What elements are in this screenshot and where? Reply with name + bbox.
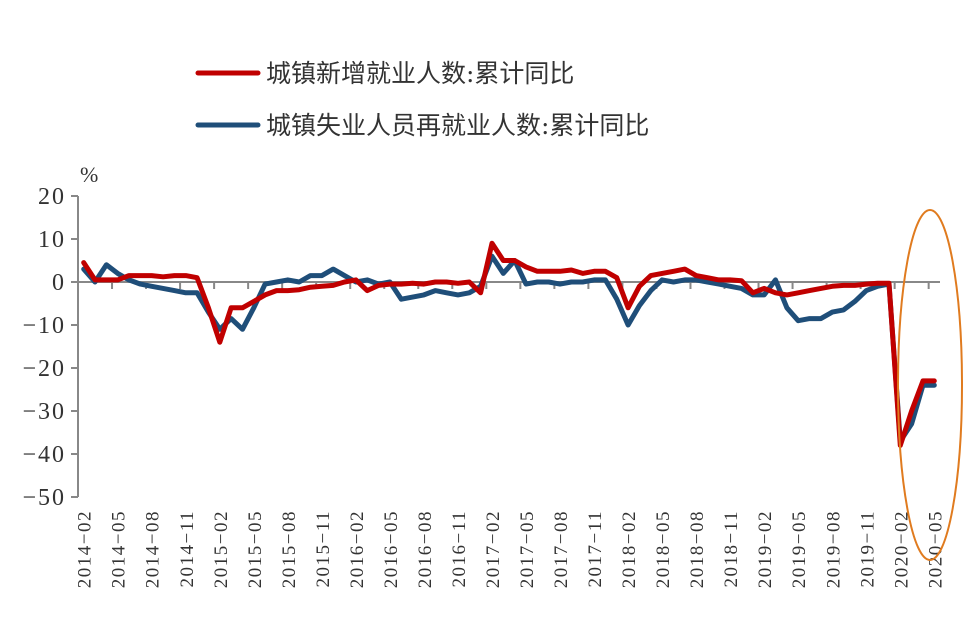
series-layer xyxy=(81,240,937,448)
x-tick-label: 2016−05 xyxy=(381,510,402,588)
y-tick-label: −50 xyxy=(22,485,66,511)
x-axis: 2014−02 2014−05 2014−08 2014−11 2015−02 2015−… xyxy=(75,281,946,588)
y-axis-unit: % xyxy=(80,162,98,187)
x-tick-label: 2015−02 xyxy=(211,510,232,588)
x-tick-label: 2018−08 xyxy=(687,510,708,588)
x-tick-label: 2016−02 xyxy=(347,510,368,588)
y-tick-label: −20 xyxy=(22,356,66,382)
x-tick-label: 2017−02 xyxy=(483,510,504,588)
y-tick-label: −30 xyxy=(22,399,66,425)
legend-label: 城镇新增就业人数:累计同比 xyxy=(266,59,574,88)
x-tick-label: 2015−08 xyxy=(279,510,300,588)
x-tick-label: 2019−02 xyxy=(755,510,776,588)
series-line-new-employment xyxy=(81,240,937,448)
x-tick-label: 2020−02 xyxy=(891,510,912,588)
annotation-layer xyxy=(897,209,963,561)
legend-item-new-employment: 城镇新增就业人数:累计同比 xyxy=(195,59,574,88)
series-line-reemployment xyxy=(81,253,937,444)
y-tick-label: 0 xyxy=(52,270,66,296)
y-tick-label: 10 xyxy=(38,227,66,253)
x-tick-label: 2017−08 xyxy=(551,510,572,588)
x-tick-label: 2014−08 xyxy=(143,510,164,588)
y-tick-label: 20 xyxy=(38,184,66,210)
x-tick-label: 2018−05 xyxy=(653,510,674,588)
highlight-ellipse xyxy=(897,209,963,561)
x-tick-label: 2019−05 xyxy=(789,510,810,588)
y-tick-label: −10 xyxy=(22,313,66,339)
x-tick-label: 2016−11 xyxy=(449,510,470,588)
legend: 城镇新增就业人数:累计同比 城镇失业人员再就业人数:累计同比 xyxy=(195,59,649,140)
x-tick-label: 2019−11 xyxy=(857,510,878,588)
x-tick-label: 2017−05 xyxy=(517,510,538,588)
x-tick-label: 2017−11 xyxy=(585,510,606,588)
x-tick-label: 2015−05 xyxy=(245,510,266,588)
x-tick-label: 2019−08 xyxy=(823,510,844,588)
x-tick-label: 2018−02 xyxy=(619,510,640,588)
x-tick-label: 2015−11 xyxy=(313,510,334,588)
x-tick-label: 2020−05 xyxy=(925,510,946,588)
legend-label: 城镇失业人员再就业人数:累计同比 xyxy=(266,111,649,140)
legend-item-reemployment: 城镇失业人员再就业人数:累计同比 xyxy=(195,111,649,140)
x-tick-label: 2014−05 xyxy=(109,510,130,588)
y-axis: 20 10 0 −10 −20 −30 −40 −50 xyxy=(22,184,79,511)
y-tick-label: −40 xyxy=(22,442,66,468)
x-tick-label: 2014−02 xyxy=(75,510,96,588)
x-tick-label: 2016−08 xyxy=(415,510,436,588)
x-tick-label: 2014−11 xyxy=(177,510,198,588)
x-tick-label: 2018−11 xyxy=(721,510,742,588)
